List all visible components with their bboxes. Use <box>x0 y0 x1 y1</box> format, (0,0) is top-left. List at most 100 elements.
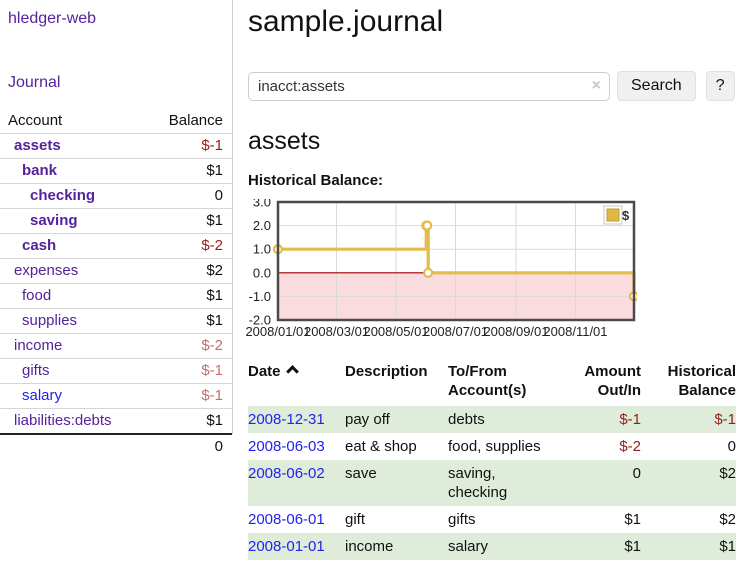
register-accounts: food, supplies <box>448 438 541 455</box>
register-description: eat & shop <box>345 438 417 455</box>
register-description: gift <box>345 511 366 528</box>
account-link[interactable]: expenses <box>14 262 79 279</box>
accounts-table: Account Balance assets $-1 bank $1 checking 0… <box>0 109 232 459</box>
svg-text:2008/11/01: 2008/11/01 <box>543 324 607 339</box>
account-balance: $-1 <box>201 137 223 154</box>
account-row: salary $-1 <box>0 383 232 409</box>
app-title-link[interactable]: hledger-web <box>8 10 97 27</box>
chart-title: Historical Balance: <box>248 172 384 189</box>
accounts-header-account: Account <box>8 112 63 129</box>
register-row: 2008-01-01 income salary $1 $1 <box>248 533 736 560</box>
svg-text:1.0: 1.0 <box>253 242 271 257</box>
account-balance: $1 <box>206 312 223 329</box>
register-balance: $1 <box>719 538 736 555</box>
svg-text:2.0: 2.0 <box>253 218 271 233</box>
register-accounts: saving, checking <box>448 465 508 501</box>
register-amount: $1 <box>624 511 641 528</box>
sidebar: hledger-web Journal Account Balance asse… <box>0 0 232 459</box>
account-row: checking 0 <box>0 183 232 209</box>
account-balance: $1 <box>206 162 223 179</box>
register-amount: 0 <box>632 465 641 482</box>
clear-search-icon[interactable]: × <box>591 76 601 94</box>
account-row: cash $-2 <box>0 233 232 259</box>
account-row: supplies $1 <box>0 308 232 334</box>
account-row: expenses $2 <box>0 258 232 284</box>
account-link[interactable]: saving <box>30 212 78 229</box>
register-row: 2008-06-02 save saving, checking 0 $2 <box>248 460 736 506</box>
register-amount: $-2 <box>619 438 641 455</box>
sidebar-item-journal[interactable]: Journal <box>8 74 61 91</box>
register-balance: 0 <box>727 438 736 455</box>
account-row: bank $1 <box>0 158 232 184</box>
svg-text:2008/09/01: 2008/09/01 <box>483 324 548 339</box>
register-date-link[interactable]: 2008-01-01 <box>248 538 325 555</box>
account-balance: $1 <box>206 212 223 229</box>
historical-balance-chart: $3.0 2.0 1.0 0.0 -1.0 -2.0 2008/01/01 2008/03/0… <box>245 195 640 341</box>
register-header-amount: Amount Out/In <box>584 363 641 399</box>
register-date-link[interactable]: 2008-06-01 <box>248 511 325 528</box>
account-link[interactable]: gifts <box>22 362 50 379</box>
account-balance: $1 <box>206 412 223 429</box>
register-date-link[interactable]: 2008-12-31 <box>248 411 325 428</box>
account-row: saving $1 <box>0 208 232 234</box>
accounts-total-value: 0 <box>214 438 223 455</box>
account-link[interactable]: supplies <box>22 312 78 329</box>
account-row: assets $-1 <box>0 133 232 159</box>
accounts-header-balance: Balance <box>168 112 223 129</box>
svg-text:0.0: 0.0 <box>253 265 271 280</box>
register-row: 2008-12-31 pay off debts $-1 $-1 <box>248 406 736 433</box>
register-row: 2008-06-03 eat & shop food, supplies $-2 0 <box>248 433 736 460</box>
search-input[interactable] <box>248 71 610 101</box>
sort-ascending-icon <box>285 365 299 378</box>
accounts-total-row: 0 <box>0 434 232 459</box>
search-bar: × Search ? <box>248 71 742 101</box>
svg-text:-2.0: -2.0 <box>249 313 271 328</box>
search-button[interactable]: Search <box>617 71 696 101</box>
account-link[interactable]: assets <box>14 137 61 154</box>
register-header-description: Description <box>345 363 428 380</box>
account-row: income $-2 <box>0 333 232 359</box>
account-link[interactable]: bank <box>22 162 58 179</box>
register-header-balance: Historical Balance <box>667 363 736 399</box>
svg-text:-1.0: -1.0 <box>249 289 271 304</box>
svg-text:2008/03/01: 2008/03/01 <box>304 324 369 339</box>
svg-text:2008/01/01: 2008/01/01 <box>245 324 310 339</box>
register-table: Date Description To/From Account(s) Amoun… <box>248 360 736 560</box>
account-row: gifts $-1 <box>0 358 232 384</box>
register-date-link[interactable]: 2008-06-03 <box>248 438 325 455</box>
account-link[interactable]: checking <box>30 187 96 204</box>
svg-text:2008/07/01: 2008/07/01 <box>423 324 488 339</box>
account-balance: $-1 <box>201 387 223 404</box>
account-balance: $1 <box>206 287 223 304</box>
register-description: income <box>345 538 394 555</box>
account-balance: $-2 <box>201 237 223 254</box>
account-balance: $2 <box>206 262 223 279</box>
svg-text:3.0: 3.0 <box>253 199 271 210</box>
register-balance: $-1 <box>714 411 736 428</box>
account-link[interactable]: food <box>22 287 52 304</box>
register-description: pay off <box>345 411 390 428</box>
account-link[interactable]: cash <box>22 237 57 254</box>
register-accounts: gifts <box>448 511 476 528</box>
account-row: food $1 <box>0 283 232 309</box>
register-amount: $-1 <box>619 411 641 428</box>
account-link[interactable]: income <box>14 337 63 354</box>
register-description: save <box>345 465 377 482</box>
register-header-date[interactable]: Date <box>248 360 345 406</box>
register-balance: $2 <box>719 465 736 482</box>
register-date-link[interactable]: 2008-06-02 <box>248 465 325 482</box>
page-title: sample.journal <box>248 5 444 38</box>
account-link[interactable]: liabilities:debts <box>14 412 112 429</box>
account-balance: $-1 <box>201 362 223 379</box>
svg-text:$: $ <box>622 208 630 223</box>
help-button[interactable]: ? <box>705 71 735 101</box>
svg-text:2008/05/01: 2008/05/01 <box>363 324 428 339</box>
account-balance: 0 <box>214 187 223 204</box>
account-link[interactable]: salary <box>22 387 63 404</box>
account-balance: $-2 <box>201 337 223 354</box>
register-accounts: salary <box>448 538 489 555</box>
register-row: 2008-06-01 gift gifts $1 $2 <box>248 506 736 533</box>
register-amount: $1 <box>624 538 641 555</box>
register-balance: $2 <box>719 511 736 528</box>
